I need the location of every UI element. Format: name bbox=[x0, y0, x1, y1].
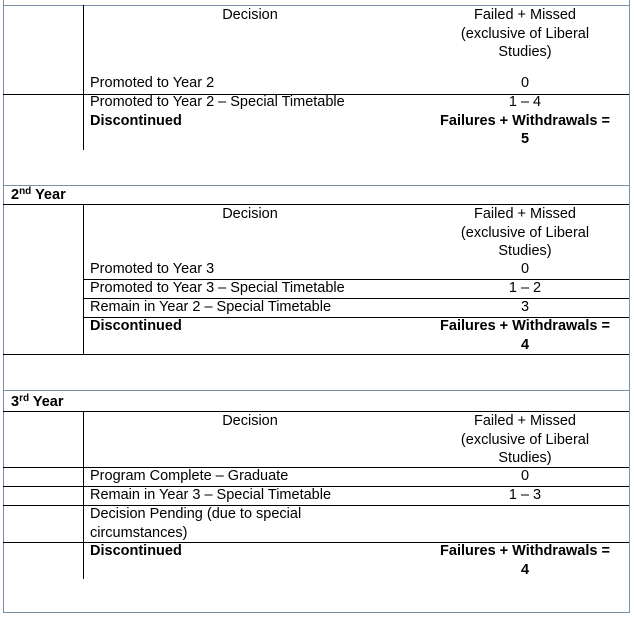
value-cell: 0 bbox=[520, 261, 530, 277]
decision-cell: Remain in Year 3 – Special Timetable bbox=[90, 487, 332, 503]
discontinued-value: Failures + Withdrawals = bbox=[440, 543, 610, 559]
decision-cell: Promoted to Year 2 bbox=[90, 75, 215, 91]
discontinued-label: Discontinued bbox=[90, 543, 182, 559]
decision-cell: Program Complete – Graduate bbox=[90, 468, 289, 484]
decision-cell: Promoted to Year 3 bbox=[90, 261, 215, 277]
value-cell: 0 bbox=[520, 468, 530, 484]
decision-header: Decision bbox=[222, 206, 278, 222]
decision-header: Decision bbox=[222, 7, 278, 23]
value-cell: 3 bbox=[520, 299, 530, 315]
discontinued-count: 5 bbox=[520, 131, 530, 147]
discontinued-label: Discontinued bbox=[90, 113, 182, 129]
discontinued-label: Discontinued bbox=[90, 318, 182, 334]
year3-title: 3rd Year bbox=[11, 393, 64, 411]
decision-cell: Promoted to Year 3 – Special Timetable bbox=[90, 280, 345, 296]
decision-cell: Remain in Year 2 – Special Timetable bbox=[90, 299, 332, 315]
year2-title: 2nd Year bbox=[11, 186, 66, 204]
discontinued-value: Failures + Withdrawals = bbox=[440, 113, 610, 129]
discontinued-count: 4 bbox=[520, 562, 530, 578]
decision-header: Decision bbox=[222, 413, 278, 429]
failed-missed-header: Failed + Missed (exclusive of Liberal St… bbox=[460, 206, 590, 259]
failed-missed-header: Failed + Missed (exclusive of Liberal St… bbox=[460, 413, 590, 466]
value-cell: 1 – 3 bbox=[508, 487, 542, 503]
discontinued-count: 4 bbox=[520, 337, 530, 353]
decision-cell: Decision Pending (due to special circums… bbox=[90, 506, 302, 541]
value-cell: 1 – 2 bbox=[508, 280, 542, 296]
decision-cell: Promoted to Year 2 – Special Timetable bbox=[90, 94, 345, 110]
value-cell: 1 – 4 bbox=[508, 94, 542, 110]
failed-missed-header: Failed + Missed (exclusive of Liberal St… bbox=[460, 7, 590, 60]
value-cell: 0 bbox=[520, 75, 530, 91]
discontinued-value: Failures + Withdrawals = bbox=[440, 318, 610, 334]
